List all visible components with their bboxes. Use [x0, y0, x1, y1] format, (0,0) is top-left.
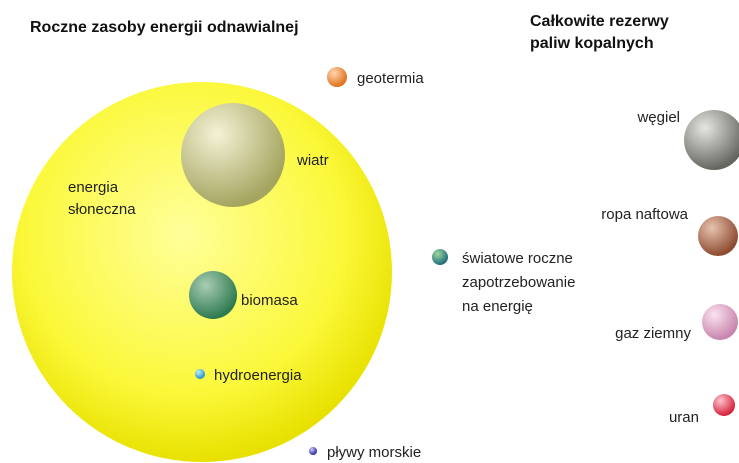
label: gaz ziemny [615, 325, 691, 342]
coal-sphere [684, 110, 739, 170]
tidal-sphere [309, 447, 317, 455]
label: światowe roczne [462, 250, 573, 267]
label: pływy morskie [327, 444, 421, 461]
label: ropa naftowa [601, 206, 688, 223]
label: węgiel [636, 109, 680, 126]
fossil-title: paliw kopalnych [530, 35, 654, 52]
label: zapotrzebowanie [462, 274, 575, 291]
label: słoneczna [68, 201, 136, 218]
geothermal-sphere [327, 67, 347, 87]
demand-globe [432, 249, 448, 265]
label: wiatr [296, 152, 329, 169]
fossil-title: Całkowite rezerwy [530, 13, 669, 30]
wind-sphere [181, 103, 285, 207]
label: energia [68, 179, 119, 196]
label: geotermia [357, 70, 424, 87]
label: uran [669, 409, 699, 426]
uranium-sphere [713, 394, 735, 416]
solar-sphere [12, 82, 392, 462]
label: na energię [462, 298, 533, 315]
spheres [12, 67, 739, 462]
biomass-sphere [189, 271, 237, 319]
oil-sphere [698, 216, 738, 256]
gas-sphere [702, 304, 738, 340]
label: hydroenergia [214, 367, 302, 384]
label: biomasa [241, 292, 298, 309]
title: Roczne zasoby energii odnawialnej [30, 19, 299, 36]
hydro-sphere [195, 369, 205, 379]
